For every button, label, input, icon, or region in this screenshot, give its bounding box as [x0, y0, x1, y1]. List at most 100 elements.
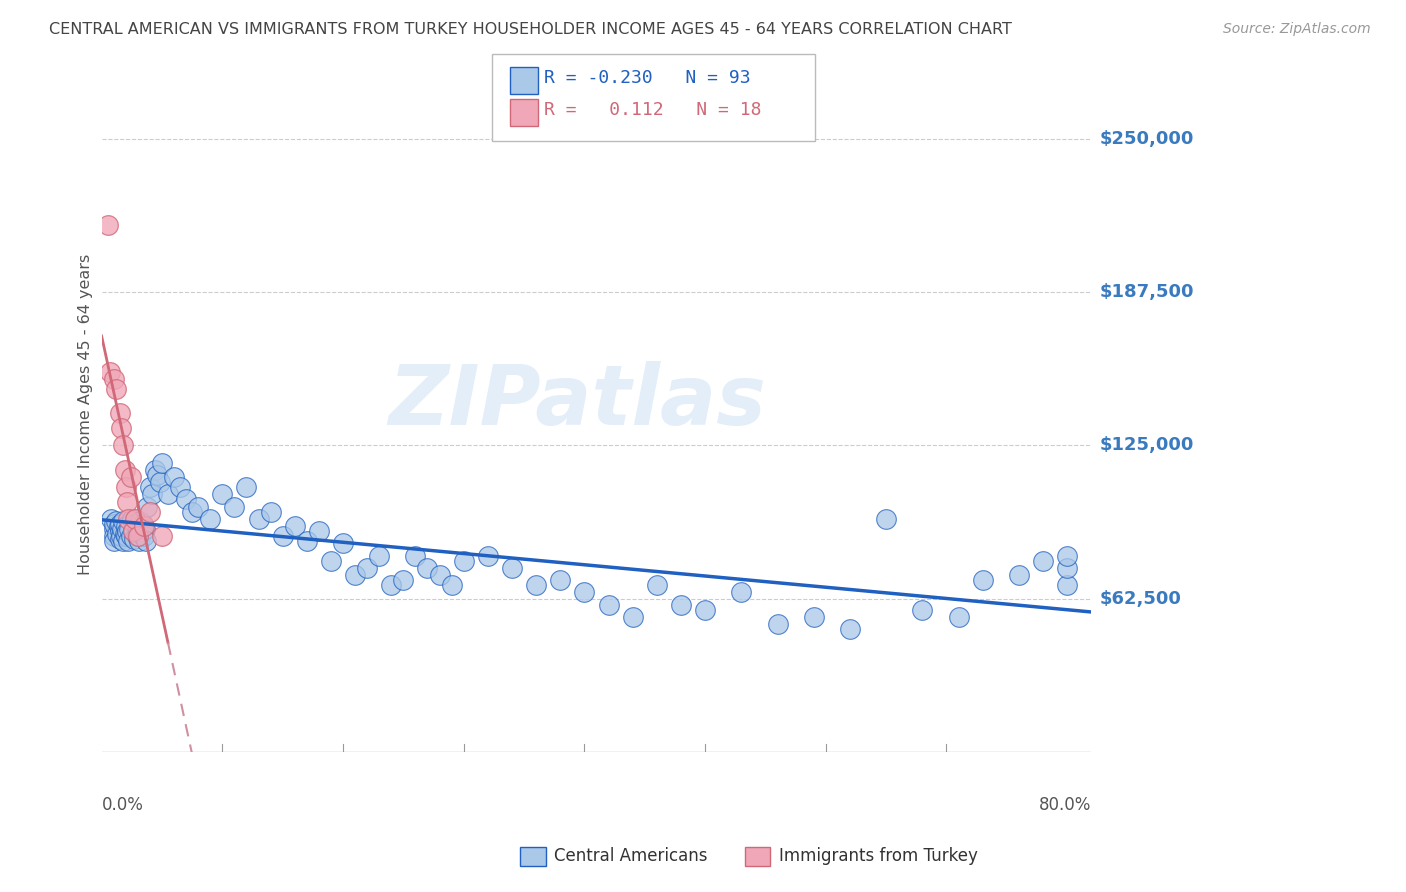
- Point: [139, 480, 162, 494]
- Point: [124, 516, 146, 531]
- Point: [103, 529, 125, 543]
- Text: 80.0%: 80.0%: [1039, 796, 1091, 814]
- Point: [146, 467, 169, 482]
- Point: [108, 407, 131, 421]
- Point: [259, 504, 281, 518]
- Text: Source: ZipAtlas.com: Source: ZipAtlas.com: [1223, 22, 1371, 37]
- Point: [108, 516, 131, 531]
- Point: [114, 519, 136, 533]
- Point: [169, 480, 191, 494]
- Point: [135, 533, 157, 548]
- Point: [163, 470, 186, 484]
- Point: [730, 585, 752, 599]
- Text: ZIPatlas: ZIPatlas: [388, 360, 766, 442]
- Point: [271, 529, 294, 543]
- Point: [344, 568, 367, 582]
- Y-axis label: Householder Income Ages 45 - 64 years: Householder Income Ages 45 - 64 years: [79, 254, 93, 575]
- Point: [128, 533, 150, 548]
- Point: [148, 475, 170, 489]
- Point: [112, 438, 135, 452]
- Point: [103, 516, 125, 531]
- Point: [875, 512, 897, 526]
- Point: [110, 529, 132, 543]
- Point: [1056, 578, 1078, 592]
- Point: [174, 492, 197, 507]
- Text: Central Americans: Central Americans: [554, 847, 707, 865]
- Point: [669, 598, 692, 612]
- Point: [766, 617, 789, 632]
- Point: [114, 463, 136, 477]
- Point: [115, 524, 138, 538]
- Text: $125,000: $125,000: [1099, 436, 1194, 454]
- Point: [100, 512, 122, 526]
- Point: [98, 365, 121, 379]
- Point: [120, 529, 142, 543]
- Text: 0.0%: 0.0%: [101, 796, 143, 814]
- Point: [139, 504, 162, 518]
- Point: [645, 578, 668, 592]
- Point: [200, 512, 222, 526]
- Point: [103, 522, 125, 536]
- Point: [839, 622, 862, 636]
- Point: [181, 504, 204, 518]
- Point: [453, 553, 475, 567]
- Point: [429, 568, 451, 582]
- Point: [105, 526, 128, 541]
- Point: [308, 524, 330, 538]
- Text: CENTRAL AMERICAN VS IMMIGRANTS FROM TURKEY HOUSEHOLDER INCOME AGES 45 - 64 YEARS: CENTRAL AMERICAN VS IMMIGRANTS FROM TURK…: [49, 22, 1012, 37]
- Point: [143, 463, 166, 477]
- Point: [501, 561, 523, 575]
- Point: [112, 533, 135, 548]
- Point: [108, 532, 131, 546]
- Point: [117, 533, 139, 548]
- Point: [247, 512, 270, 526]
- Point: [112, 514, 135, 528]
- Point: [108, 524, 131, 538]
- Point: [621, 610, 644, 624]
- Point: [150, 456, 173, 470]
- Text: $62,500: $62,500: [1099, 590, 1181, 607]
- Point: [127, 529, 149, 543]
- Point: [136, 500, 159, 514]
- Point: [224, 500, 246, 514]
- Point: [368, 549, 391, 563]
- Point: [103, 533, 125, 548]
- Point: [332, 536, 354, 550]
- Point: [524, 578, 547, 592]
- Text: Immigrants from Turkey: Immigrants from Turkey: [779, 847, 977, 865]
- Point: [392, 573, 415, 587]
- Point: [911, 602, 934, 616]
- Point: [948, 610, 970, 624]
- Point: [125, 529, 148, 543]
- Point: [404, 549, 426, 563]
- Point: [134, 522, 156, 536]
- Point: [319, 553, 342, 567]
- Point: [114, 480, 136, 494]
- Point: [115, 494, 138, 508]
- Point: [131, 526, 153, 541]
- Point: [803, 610, 825, 624]
- Point: [1056, 549, 1078, 563]
- Point: [416, 561, 439, 575]
- Point: [295, 533, 318, 548]
- Point: [440, 578, 463, 592]
- Point: [356, 561, 378, 575]
- Point: [187, 500, 209, 514]
- Point: [141, 487, 163, 501]
- Point: [598, 598, 620, 612]
- Point: [105, 382, 128, 396]
- Point: [114, 526, 136, 541]
- Point: [1008, 568, 1031, 582]
- Point: [122, 524, 145, 538]
- Point: [150, 529, 173, 543]
- Point: [548, 573, 571, 587]
- Point: [131, 516, 153, 531]
- Point: [122, 524, 145, 538]
- Point: [380, 578, 402, 592]
- Point: [114, 529, 136, 543]
- Point: [111, 522, 134, 536]
- Text: $250,000: $250,000: [1099, 129, 1194, 148]
- Point: [235, 480, 257, 494]
- Point: [693, 602, 716, 616]
- Point: [132, 529, 155, 543]
